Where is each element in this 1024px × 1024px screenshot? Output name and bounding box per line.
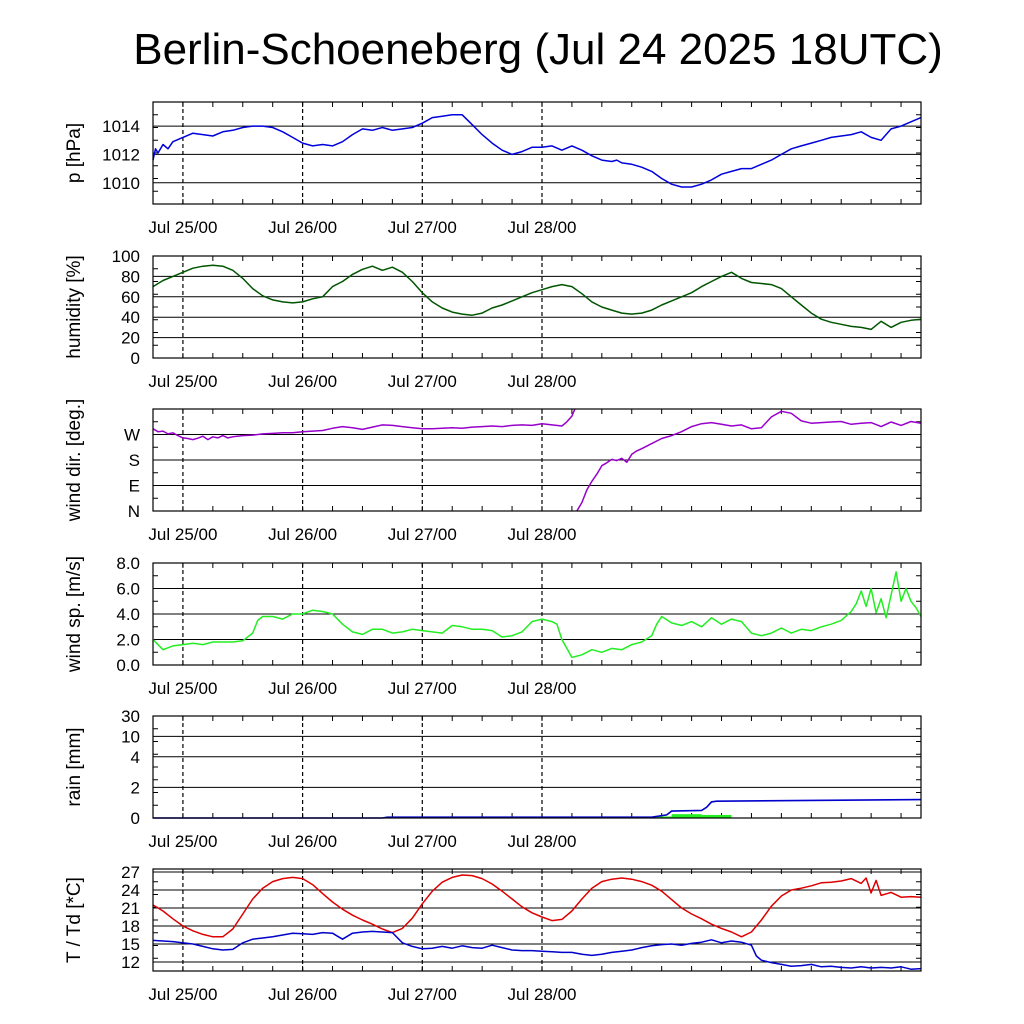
rain-accumulated-line — [153, 798, 922, 819]
panel-frame — [152, 562, 922, 666]
wind-direction-line — [576, 410, 922, 512]
y-tick-label: 80 — [121, 267, 140, 286]
wind-speed-line — [152, 571, 922, 659]
x-tick-label: Jul 27/00 — [388, 985, 457, 1004]
pressure-line — [152, 114, 922, 188]
humidity-line — [152, 264, 922, 331]
y-tick-label: 0.0 — [116, 656, 140, 675]
x-tick-label: Jul 27/00 — [388, 372, 457, 391]
x-tick-label: Jul 28/00 — [507, 372, 576, 391]
panel-frame — [152, 408, 922, 512]
x-tick-label: Jul 25/00 — [148, 832, 217, 851]
y-tick-label: E — [129, 477, 140, 496]
y-tick-label: 20 — [121, 329, 140, 348]
x-tick-label: Jul 26/00 — [268, 985, 337, 1004]
dewpoint-line — [152, 930, 922, 970]
y-tick-label: 15 — [121, 935, 140, 954]
y-tick-label: 10 — [121, 727, 140, 746]
x-tick-label: Jul 26/00 — [268, 372, 337, 391]
x-tick-label: Jul 25/00 — [148, 985, 217, 1004]
rain-bar — [656, 816, 672, 818]
y-tick-label: 60 — [121, 288, 140, 307]
y-tick-label: 8.0 — [116, 554, 140, 573]
y-tick-label: 12 — [121, 953, 140, 972]
x-tick-label: Jul 28/00 — [507, 985, 576, 1004]
y-tick-label: 4 — [131, 748, 140, 767]
y-axis-label: wind dir. [deg.] — [64, 399, 85, 523]
x-tick-label: Jul 28/00 — [507, 218, 576, 237]
x-tick-label: Jul 27/00 — [388, 832, 457, 851]
y-tick-label: 30 — [121, 707, 140, 726]
y-tick-label: 1012 — [102, 145, 140, 164]
y-tick-label: 18 — [121, 917, 140, 936]
rain-bar — [671, 814, 702, 818]
x-tick-label: Jul 28/00 — [507, 525, 576, 544]
y-axis-label: wind sp. [m/s] — [64, 556, 85, 673]
page-title: Berlin-Schoeneberg (Jul 24 2025 18UTC) — [133, 25, 943, 74]
y-axis-label: rain [mm] — [64, 727, 85, 806]
panel-frame — [152, 868, 922, 972]
y-tick-label: 1014 — [102, 117, 140, 136]
y-axis-label: p [hPa] — [64, 123, 85, 183]
y-tick-label: 2 — [131, 778, 140, 797]
wind-speed-panel: 0.0 2.0 4.0 6.0 8.0 wind sp. [m/s] Jul 25/00 Ju… — [64, 554, 922, 698]
y-tick-label: 4.0 — [116, 605, 140, 624]
x-tick-label: Jul 27/00 — [388, 218, 457, 237]
panel-frame — [152, 255, 922, 359]
x-tick-label: Jul 26/00 — [268, 218, 337, 237]
x-tick-label: Jul 25/00 — [148, 218, 217, 237]
x-tick-label: Jul 28/00 — [507, 832, 576, 851]
x-tick-label: Jul 25/00 — [148, 525, 217, 544]
x-tick-label: Jul 25/00 — [148, 679, 217, 698]
wind-direction-line — [152, 408, 576, 441]
y-tick-label: 1010 — [102, 174, 140, 193]
y-tick-label: 40 — [121, 308, 140, 327]
temperature-line — [152, 874, 922, 938]
panel-frame — [152, 715, 922, 819]
y-axis-label: T / Td [*C] — [64, 877, 85, 963]
x-tick-label: Jul 27/00 — [388, 525, 457, 544]
rain-bar — [701, 814, 732, 818]
x-tick-label: Jul 26/00 — [268, 832, 337, 851]
y-tick-label: S — [129, 451, 140, 470]
y-tick-label: N — [128, 502, 140, 521]
y-tick-label: 24 — [121, 881, 140, 900]
y-tick-label: 100 — [112, 247, 140, 266]
y-axis-label: humidity [%] — [64, 255, 85, 358]
y-tick-label: W — [124, 426, 140, 445]
y-tick-label: 2.0 — [116, 631, 140, 650]
y-tick-label: 0 — [131, 809, 140, 828]
y-tick-label: 21 — [121, 899, 140, 918]
y-tick-label: 0 — [131, 349, 140, 368]
x-tick-label: Jul 25/00 — [148, 372, 217, 391]
x-tick-label: Jul 28/00 — [507, 679, 576, 698]
y-tick-label: 6.0 — [116, 580, 140, 599]
y-tick-label: 27 — [121, 863, 140, 882]
panel-frame — [152, 101, 922, 205]
x-tick-label: Jul 27/00 — [388, 679, 457, 698]
x-tick-label: Jul 26/00 — [268, 679, 337, 698]
x-tick-label: Jul 26/00 — [268, 525, 337, 544]
pressure-panel: 1010 1012 1014 p [hPa] Jul 25/00 Jul 26/00 Jul… — [64, 101, 922, 237]
